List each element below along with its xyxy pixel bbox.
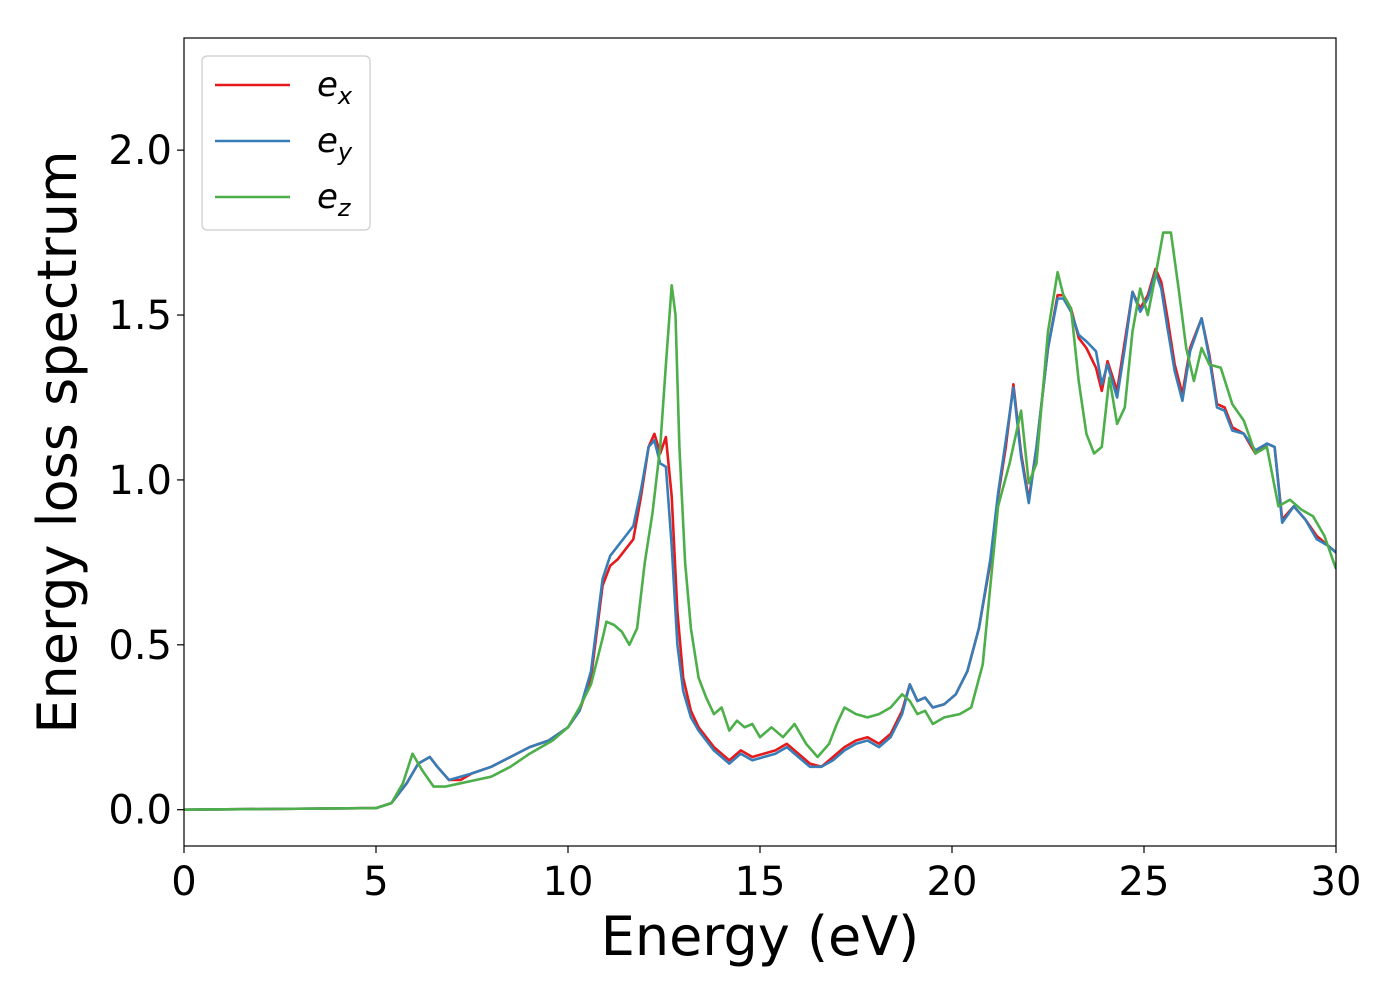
y-tick-label: 0.0	[108, 788, 172, 834]
y-tick-label: 2.0	[108, 128, 172, 174]
y-tick-label: 0.5	[108, 623, 172, 669]
x-tick-label: 0	[171, 859, 196, 905]
x-tick-label: 20	[927, 859, 978, 905]
x-tick-label: 15	[735, 859, 786, 905]
legend-box	[201, 55, 371, 231]
series-layer	[184, 231, 1336, 811]
series-line-z	[184, 231, 1336, 811]
y-tick-label: 1.0	[108, 458, 172, 504]
x-tick-label: 10	[543, 859, 594, 905]
y-axis-label: Energy loss spectrum	[26, 150, 89, 733]
y-axis: 0.0 0.5 1.0 1.5 2.0	[108, 128, 184, 834]
x-axis: 0 5 10 15 20 25 30	[171, 846, 1361, 905]
y-tick-label: 1.5	[108, 293, 172, 339]
x-tick-label: 5	[363, 859, 388, 905]
x-tick-label: 25	[1119, 859, 1170, 905]
legend-label-y: ey	[317, 121, 353, 166]
x-axis-label: Energy (eV)	[601, 905, 920, 968]
series-line-y	[184, 270, 1336, 811]
legend-label-x: ex	[317, 65, 353, 110]
x-tick-label: 30	[1311, 859, 1362, 905]
